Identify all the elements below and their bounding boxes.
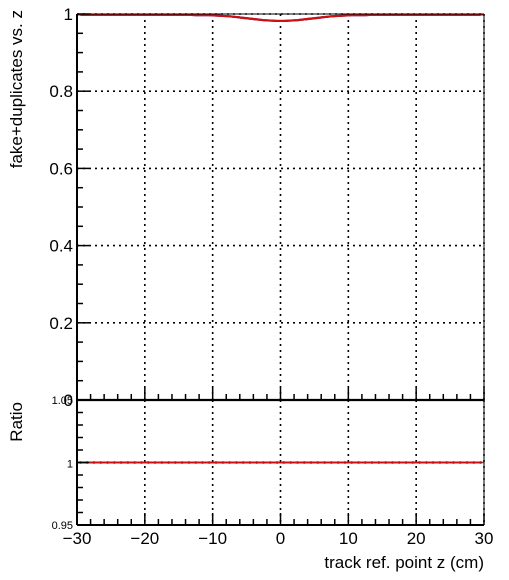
ratio-series-point-42 xyxy=(363,461,367,464)
ratio-series-point-33 xyxy=(302,461,306,464)
ratio-ytick-label-2: 1.05 xyxy=(52,395,73,407)
ratio-series-point-59 xyxy=(479,461,483,464)
xtick-label-2: −10 xyxy=(198,529,227,548)
ratio-series-point-5 xyxy=(112,461,116,464)
ratio-series-point-37 xyxy=(329,461,333,464)
ratio-series-point-17 xyxy=(194,461,198,464)
ratio-series-point-11 xyxy=(153,461,157,464)
ratio-series-point-31 xyxy=(289,461,293,464)
ratio-series-point-23 xyxy=(235,461,238,464)
label-layer: 0 0.2 0.4 0.6 0.8 1 0.95 1 1.05 −30 −20 −10 0 10 20 30 f… xyxy=(7,5,493,572)
main-ytick-label-2: 0.4 xyxy=(49,237,73,256)
ratio-series-point-36 xyxy=(323,461,326,464)
ratio-series-point-41 xyxy=(357,461,360,464)
x-axis-title: track ref. point z (cm) xyxy=(324,553,484,572)
ratio-series-point-18 xyxy=(201,461,204,464)
ratio-series-point-48 xyxy=(404,461,408,464)
ratio-series-point-47 xyxy=(397,461,401,464)
ratio-series-point-32 xyxy=(296,461,299,464)
ratio-series-point-8 xyxy=(133,461,137,464)
ratio-series-point-56 xyxy=(458,461,462,464)
ratio-series-point-39 xyxy=(343,461,347,464)
ratio-y-axis-title: Ratio xyxy=(7,402,26,442)
ratio-series-point-19 xyxy=(207,461,211,464)
ratio-series-point-22 xyxy=(228,461,232,464)
grid-layer xyxy=(76,13,485,526)
xtick-label-3: 0 xyxy=(276,529,285,548)
ratio-series-point-53 xyxy=(438,461,442,464)
ratio-series-point-51 xyxy=(424,461,428,464)
ratio-series-point-30 xyxy=(282,461,286,464)
ratio-series-point-52 xyxy=(431,461,435,464)
ratio-series-point-34 xyxy=(309,461,313,464)
main-ytick-label-0: 0 xyxy=(64,391,73,410)
xtick-label-1: −20 xyxy=(130,529,159,548)
ratio-series-point-10 xyxy=(146,461,150,464)
ratio-series-point-55 xyxy=(452,461,455,464)
ratio-ytick-label-1: 1 xyxy=(67,459,73,471)
ratio-series-point-46 xyxy=(391,461,394,464)
ratio-ytick-label-0: 0.95 xyxy=(52,520,73,532)
ratio-series-point-49 xyxy=(411,461,415,464)
xtick-label-0: −30 xyxy=(63,529,92,548)
ratio-series-point-21 xyxy=(221,461,225,464)
data-layer xyxy=(77,13,484,464)
xtick-label-4: 10 xyxy=(339,529,358,548)
ratio-series-point-28 xyxy=(268,461,272,464)
xtick-label-5: 20 xyxy=(407,529,426,548)
xtick-label-6: 30 xyxy=(475,529,494,548)
ratio-series-point-26 xyxy=(255,461,259,464)
ratio-series-point-9 xyxy=(140,461,143,464)
ratio-series-point-29 xyxy=(275,461,279,464)
main-y-axis-title: fake+duplicates vs. z xyxy=(7,10,26,168)
ratio-series-point-7 xyxy=(126,461,130,464)
ratio-series-point-2 xyxy=(92,461,96,464)
ratio-series-point-25 xyxy=(248,461,252,464)
ratio-series-point-40 xyxy=(350,461,354,464)
ratio-series-point-16 xyxy=(187,461,191,464)
ratio-series-point-58 xyxy=(472,461,476,464)
ratio-series-point-13 xyxy=(167,461,170,464)
ratio-series-point-27 xyxy=(262,461,265,464)
ratio-series-point-45 xyxy=(384,461,388,464)
ratio-series-point-3 xyxy=(99,461,103,464)
main-ytick-label-5: 1 xyxy=(64,5,73,24)
ratio-series-point-6 xyxy=(119,461,123,464)
ratio-series-point-12 xyxy=(160,461,164,464)
main-ytick-label-4: 0.8 xyxy=(49,82,73,101)
ratio-series-point-14 xyxy=(173,461,177,464)
ratio-series-point-20 xyxy=(214,461,218,464)
ratio-series-point-15 xyxy=(180,461,184,464)
ratio-series-point-44 xyxy=(377,461,381,464)
ratio-series-point-35 xyxy=(316,461,320,464)
ratio-series-point-43 xyxy=(370,461,374,464)
ratio-series-point-4 xyxy=(106,461,109,464)
ratio-series-point-24 xyxy=(241,461,245,464)
ratio-series-point-57 xyxy=(465,461,469,464)
ratio-series-point-50 xyxy=(418,461,421,464)
ratio-series-point-38 xyxy=(336,461,340,464)
ratio-series-point-54 xyxy=(445,461,449,464)
axes-layer xyxy=(76,13,485,526)
main-ytick-label-1: 0.2 xyxy=(49,314,73,333)
main-ytick-label-3: 0.6 xyxy=(49,159,73,178)
